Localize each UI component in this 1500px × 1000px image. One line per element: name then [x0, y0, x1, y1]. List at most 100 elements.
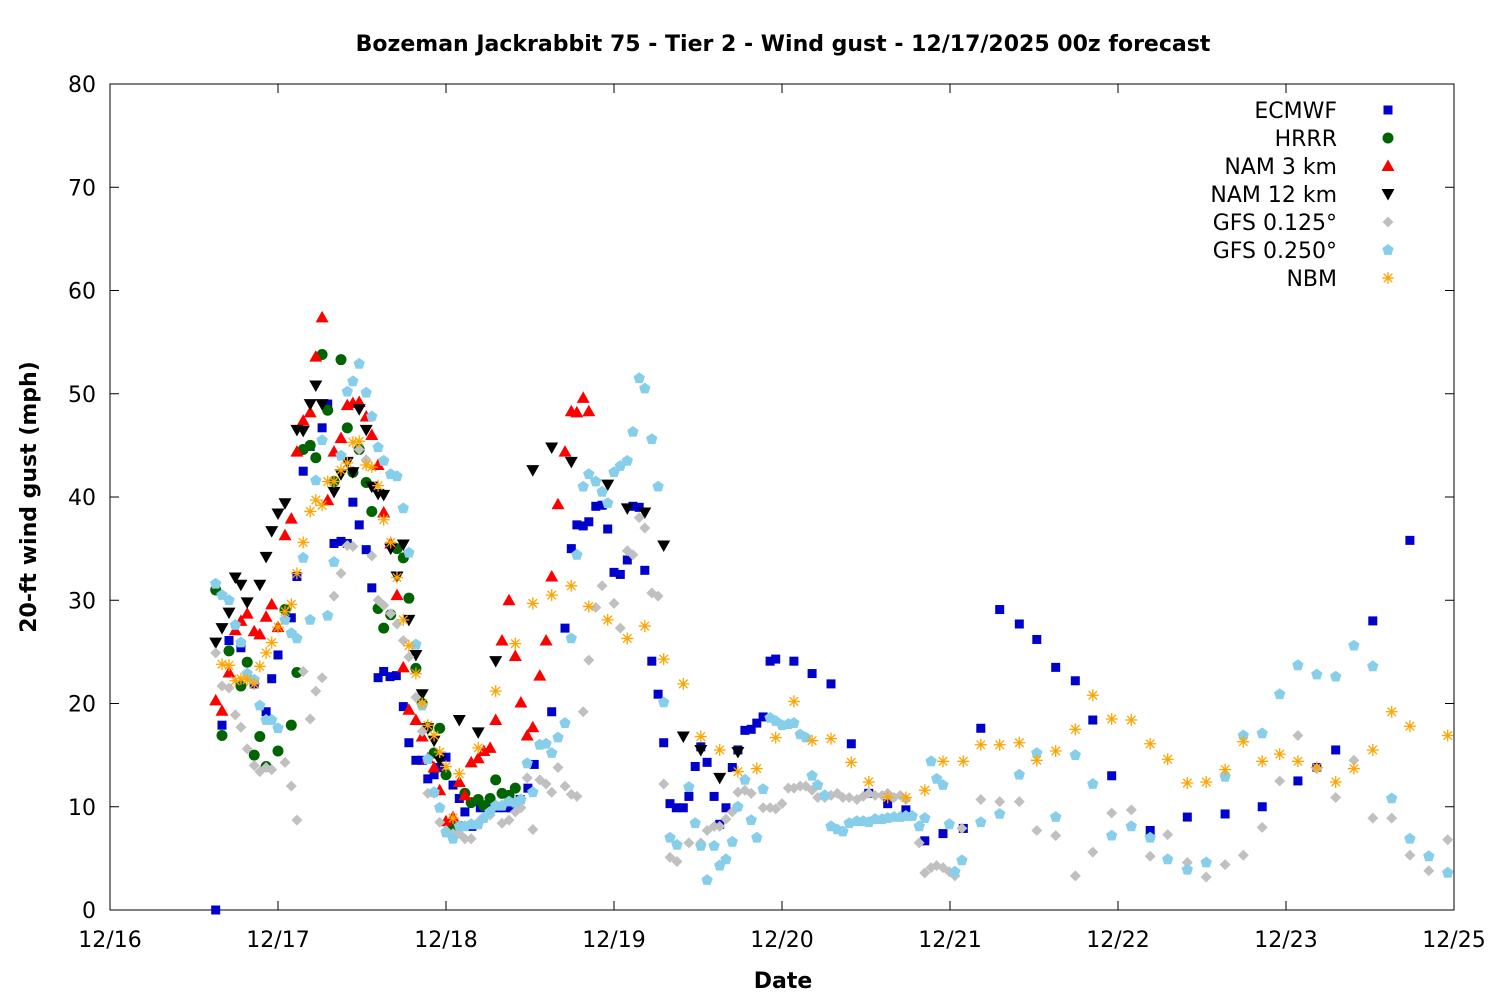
data-point-nbm — [346, 436, 359, 449]
data-point-gfs-0-125 — [956, 822, 968, 834]
data-point-gfs-0-125 — [1386, 812, 1398, 824]
data-point-gfs-0-250 — [297, 551, 309, 563]
data-point-gfs-0-250 — [943, 818, 955, 830]
data-point-gfs-0-250 — [1292, 659, 1304, 671]
data-point-gfs-0-250 — [1423, 850, 1435, 862]
data-point-nbm — [1086, 689, 1099, 702]
data-point-gfs-0-250 — [720, 853, 732, 865]
data-point-nam-3-km — [576, 391, 590, 403]
data-point-gfs-0-250 — [689, 817, 701, 829]
data-point-nam-3-km — [265, 597, 279, 610]
data-point-nbm — [272, 621, 284, 634]
data-point-nbm — [279, 605, 291, 618]
data-point-gfs-0-125 — [701, 824, 713, 836]
data-point-gfs-0-250 — [559, 717, 571, 728]
data-point-ecmwf — [1293, 776, 1303, 786]
data-point-nam-12-km — [296, 425, 310, 438]
data-point-gfs-0-250 — [360, 386, 372, 398]
data-point-nbm — [265, 636, 278, 649]
data-point-gfs-0-250 — [347, 375, 359, 387]
data-point-gfs-0-125 — [366, 550, 378, 562]
data-point-gfs-0-125 — [465, 833, 477, 845]
data-point-gfs-0-125 — [1292, 730, 1304, 742]
data-point-gfs-0-250 — [806, 769, 818, 781]
data-point-nam-12-km — [471, 727, 485, 739]
data-point-ecmwf — [1107, 771, 1117, 781]
data-point-ecmwf — [591, 501, 601, 511]
data-point-nbm — [1366, 743, 1379, 756]
data-point-nam-3-km — [315, 310, 329, 323]
data-point-gfs-0-125 — [521, 772, 533, 784]
y-tick-label: 20 — [68, 693, 96, 718]
data-point-gfs-0-250 — [919, 812, 931, 823]
data-point-ecmwf — [523, 783, 533, 793]
data-point-nbm — [472, 741, 485, 754]
data-point-nam-3-km — [222, 666, 236, 678]
data-point-nbm — [601, 613, 614, 626]
data-point-nam-3-km — [551, 497, 565, 510]
data-point-gfs-0-250 — [646, 433, 658, 444]
data-point-gfs-0-125 — [546, 786, 558, 798]
data-point-gfs-0-250 — [335, 449, 347, 461]
x-tick-label: 12/22 — [1086, 928, 1149, 953]
data-point-gfs-0-125 — [770, 803, 782, 815]
x-tick-label: 12/17 — [246, 928, 309, 953]
data-point-ecmwf — [976, 723, 986, 733]
data-point-ecmwf — [261, 707, 271, 717]
x-tick-label: 12/25 — [1422, 928, 1485, 953]
data-point-ecmwf — [765, 656, 775, 666]
data-point-ecmwf — [348, 497, 358, 507]
data-point-hrrr — [216, 730, 228, 742]
data-point-ecmwf — [578, 521, 588, 531]
data-point-gfs-0-125 — [664, 851, 676, 863]
data-point-nbm — [402, 639, 415, 652]
data-point-nbm — [899, 791, 912, 804]
data-point-gfs-0-125 — [1442, 834, 1454, 846]
data-point-gfs-0-250 — [353, 357, 365, 369]
data-point-ecmwf — [628, 501, 638, 511]
data-point-ecmwf — [529, 759, 539, 769]
data-point-gfs-0-125 — [1031, 824, 1043, 836]
data-point-ecmwf — [1405, 535, 1415, 545]
y-tick-label: 70 — [68, 176, 96, 201]
data-point-gfs-0-250 — [1256, 727, 1268, 739]
data-point-nam-3-km — [464, 755, 478, 768]
data-point-nam-12-km — [433, 755, 447, 767]
data-point-gfs-0-250 — [546, 747, 558, 758]
data-point-ecmwf — [286, 613, 296, 623]
data-point-nam-3-km — [296, 414, 310, 426]
data-point-gfs-0-250 — [664, 831, 676, 843]
data-point-ecmwf — [211, 905, 221, 915]
data-point-gfs-0-250 — [652, 480, 664, 492]
data-point-nam-12-km — [271, 508, 285, 521]
data-point-ecmwf — [507, 803, 517, 813]
data-point-ecmwf — [411, 755, 421, 765]
data-point-nbm — [974, 738, 987, 751]
data-point-ecmwf — [1182, 812, 1192, 822]
data-point-nam-12-km — [638, 507, 652, 519]
data-point-gfs-0-125 — [614, 622, 626, 634]
data-point-nam-3-km — [402, 703, 416, 715]
data-point-nam-3-km — [502, 593, 516, 606]
data-point-hrrr — [490, 774, 502, 786]
data-point-gfs-0-125 — [235, 721, 247, 733]
data-point-ecmwf — [634, 502, 644, 512]
data-point-nam-3-km — [452, 775, 466, 787]
data-point-gfs-0-250 — [788, 717, 800, 728]
data-point-gfs-0-250 — [621, 454, 633, 466]
data-point-nam-12-km — [545, 442, 559, 454]
data-point-nbm — [335, 464, 347, 477]
data-point-gfs-0-125 — [552, 762, 564, 774]
data-point-nam-12-km — [731, 747, 745, 759]
data-point-nbm — [1403, 720, 1416, 733]
data-point-gfs-0-250 — [1031, 747, 1043, 758]
data-point-gfs-0-250 — [223, 594, 235, 606]
data-point-gfs-0-125 — [285, 780, 297, 792]
data-point-gfs-0-125 — [571, 790, 583, 802]
data-point-gfs-0-125 — [720, 813, 732, 825]
data-point-nam-3-km — [526, 720, 540, 733]
data-point-nam-12-km — [346, 467, 360, 479]
legend-marker-ecmwf — [1383, 105, 1393, 115]
data-point-gfs-0-125 — [1200, 871, 1212, 883]
data-point-nam-12-km — [396, 539, 410, 551]
